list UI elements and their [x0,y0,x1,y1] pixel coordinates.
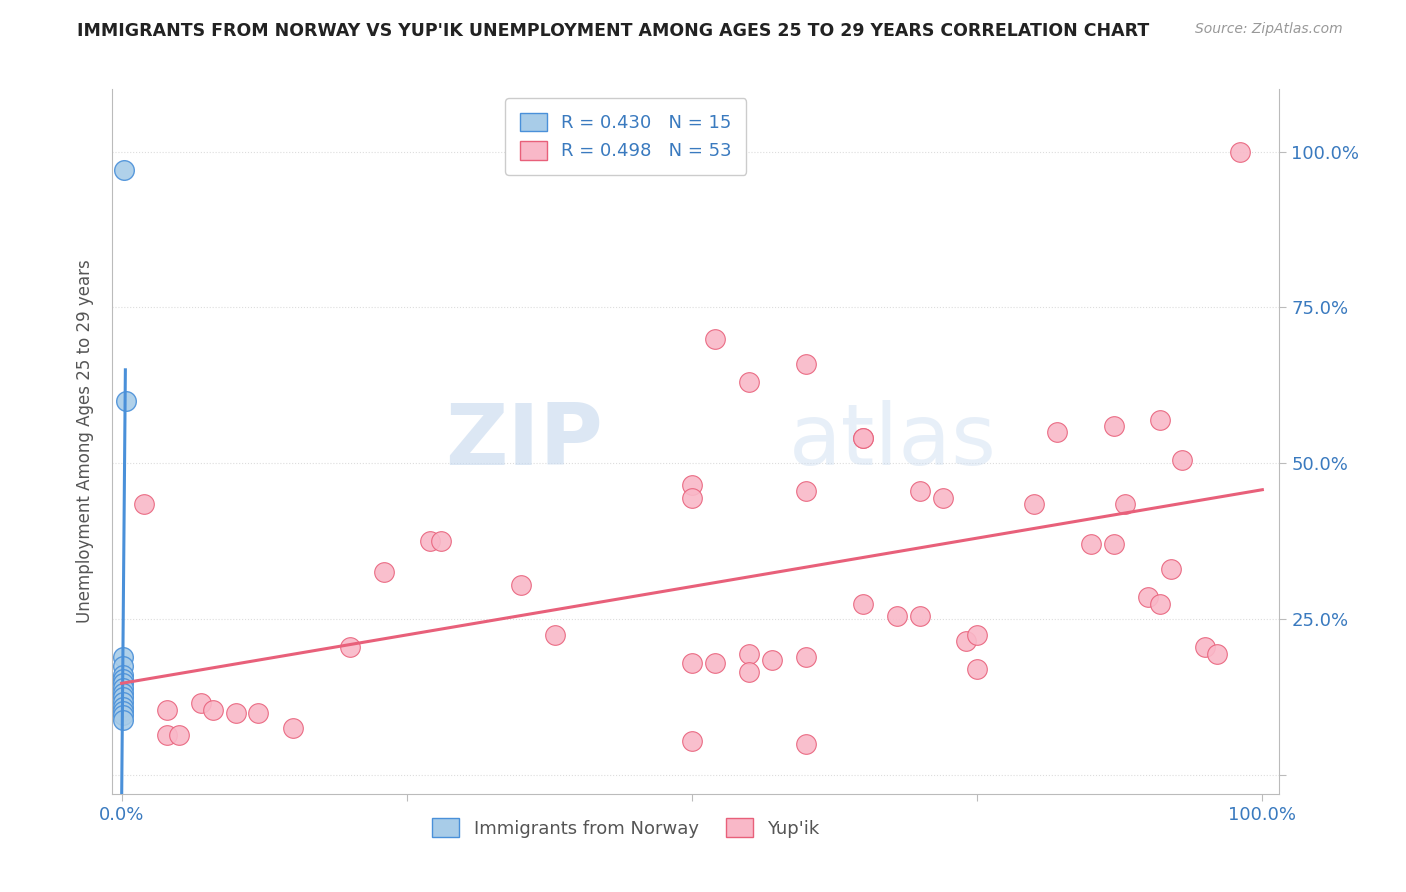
Point [111,714,134,728]
Point [111,672,134,686]
Point [1080,537,1102,551]
Point [281,722,304,736]
Point [794,357,817,371]
Point [681,491,703,505]
Point [1102,419,1125,434]
Point [794,649,817,664]
Point [703,656,725,670]
Point [1149,413,1171,427]
Point [190,697,212,711]
Point [111,681,134,695]
Point [339,640,361,655]
Text: ZIP: ZIP [444,400,603,483]
Text: IMMIGRANTS FROM NORWAY VS YUP'IK UNEMPLOYMENT AMONG AGES 25 TO 29 YEARS CORRELAT: IMMIGRANTS FROM NORWAY VS YUP'IK UNEMPLO… [77,22,1150,40]
Point [111,649,134,664]
Point [156,703,179,717]
Point [1114,497,1136,511]
Point [1024,497,1046,511]
Text: atlas: atlas [789,400,997,483]
Point [167,728,190,742]
Point [761,653,783,667]
Point [430,534,453,549]
Point [111,676,134,690]
Point [111,690,134,705]
Point [681,478,703,492]
Legend: Immigrants from Norway, Yup'ik: Immigrants from Norway, Yup'ik [425,811,827,845]
Point [1160,562,1182,576]
Point [111,708,134,723]
Point [156,728,179,742]
Point [1137,591,1160,605]
Point [111,695,134,709]
Point [201,703,224,717]
Y-axis label: Unemployment Among Ages 25 to 29 years: Unemployment Among Ages 25 to 29 years [76,260,94,624]
Point [373,566,395,580]
Point [852,597,875,611]
Point [1149,597,1171,611]
Point [112,163,135,178]
Point [966,662,988,676]
Point [852,432,875,446]
Point [1229,145,1251,159]
Point [852,432,875,446]
Point [1171,453,1194,467]
Point [111,704,134,718]
Point [738,665,761,680]
Point [738,376,761,390]
Point [794,737,817,751]
Point [1046,425,1069,440]
Point [908,484,931,499]
Point [111,699,134,714]
Point [111,668,134,682]
Point [794,484,817,499]
Point [111,659,134,673]
Point [1194,640,1216,655]
Point [703,332,725,346]
Point [932,491,955,505]
Point [544,628,567,642]
Point [1205,647,1227,661]
Point [908,609,931,624]
Point [681,656,703,670]
Text: Source: ZipAtlas.com: Source: ZipAtlas.com [1195,22,1343,37]
Point [738,647,761,661]
Point [115,394,138,409]
Point [111,686,134,700]
Point [966,628,988,642]
Point [419,534,441,549]
Point [247,706,270,720]
Point [955,634,977,648]
Point [225,706,247,720]
Point [681,734,703,748]
Point [886,609,908,624]
Point [1102,537,1125,551]
Point [134,497,156,511]
Point [509,578,531,592]
